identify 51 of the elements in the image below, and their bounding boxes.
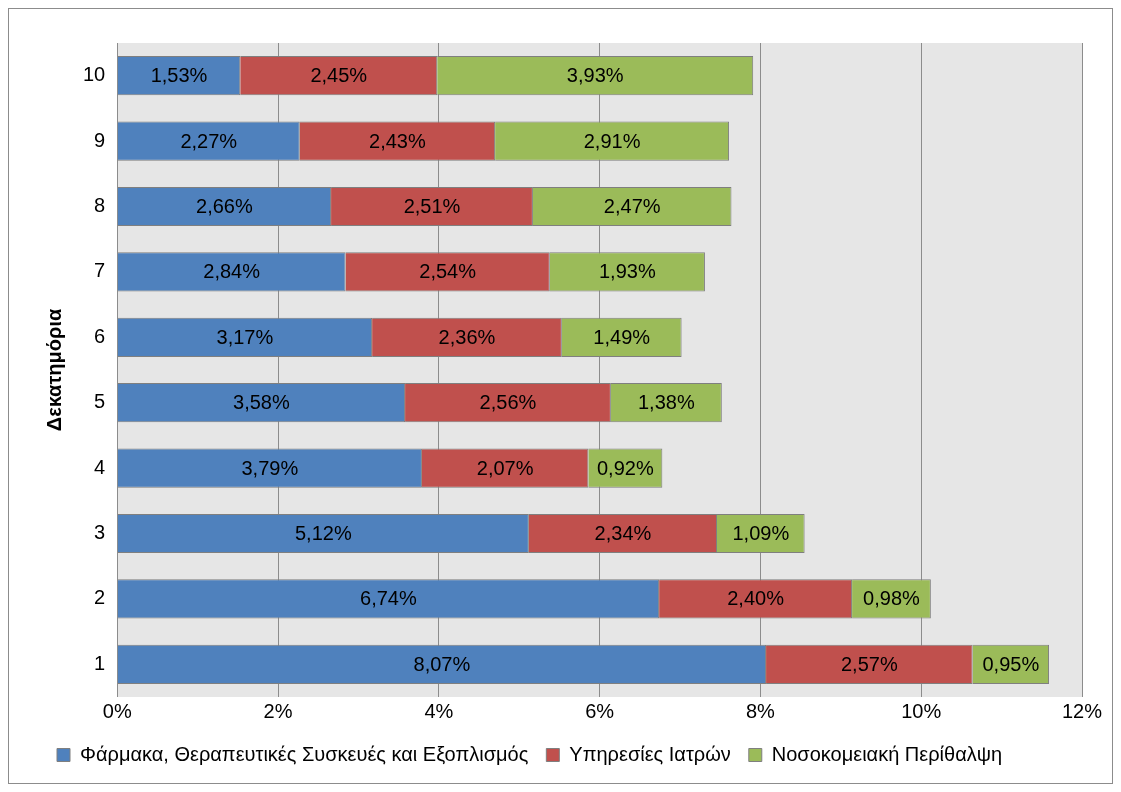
data-label: 5,12% xyxy=(294,522,352,545)
data-label: 3,58% xyxy=(233,391,290,414)
data-label: 1,38% xyxy=(637,391,695,414)
x-tick-label: 0% xyxy=(102,699,132,722)
data-label: 2,54% xyxy=(419,260,477,283)
data-label: 2,36% xyxy=(438,325,496,348)
data-label: 2,07% xyxy=(476,456,534,479)
y-tick-label: 6 xyxy=(94,324,106,347)
x-tick-label: 6% xyxy=(585,699,615,722)
data-label: 3,17% xyxy=(216,325,274,348)
data-label: 2,47% xyxy=(603,195,661,218)
legend-label: Νοσοκομειακή Περίθαλψη xyxy=(771,742,1003,765)
x-tick-label: 2% xyxy=(263,699,293,722)
data-label: 1,49% xyxy=(593,325,651,348)
data-label: 2,84% xyxy=(203,260,261,283)
data-label: 2,51% xyxy=(403,195,461,218)
x-tick-label: 4% xyxy=(424,699,454,722)
data-label: 8,07% xyxy=(413,652,471,675)
data-label: 2,45% xyxy=(310,64,368,87)
data-label: 0,92% xyxy=(596,456,654,479)
data-label: 2,56% xyxy=(479,391,537,414)
y-tick-label: 2 xyxy=(94,586,106,609)
data-label: 2,43% xyxy=(369,129,426,152)
data-label: 2,40% xyxy=(727,587,785,610)
y-tick-label: 10 xyxy=(83,63,106,86)
y-tick-label: 5 xyxy=(94,390,106,413)
data-label: 3,79% xyxy=(241,456,299,479)
x-tick-label: 8% xyxy=(745,699,776,722)
data-label: 1,53% xyxy=(150,64,208,87)
y-tick-label: 4 xyxy=(94,455,106,478)
x-tick-label: 10% xyxy=(901,699,942,722)
data-label: 2,91% xyxy=(583,129,641,152)
y-tick-label: 8 xyxy=(94,194,106,217)
data-label: 2,34% xyxy=(594,522,652,545)
legend-label: Υπηρεσίες Ιατρών xyxy=(569,742,731,765)
data-label: 2,27% xyxy=(180,129,238,152)
data-label: 2,66% xyxy=(196,195,253,218)
y-tick-label: 9 xyxy=(94,128,106,151)
data-label: 2,57% xyxy=(840,652,898,675)
data-label: 0,98% xyxy=(863,587,921,610)
y-tick-label: 7 xyxy=(94,259,106,282)
y-tick-label: 3 xyxy=(94,521,106,544)
data-label: 6,74% xyxy=(360,587,417,610)
data-label: 3,93% xyxy=(566,64,624,87)
data-label: 1,09% xyxy=(732,522,790,545)
data-label: 0,95% xyxy=(982,652,1040,675)
y-tick-label: 1 xyxy=(94,651,106,674)
data-label: 1,93% xyxy=(599,260,656,283)
x-tick-label: 12% xyxy=(1061,699,1103,722)
y-axis-title: Δεκατημόρια xyxy=(42,308,65,432)
legend-label: Φάρμακα, Θεραπευτικές Συσκευές και Εξοπλισμός xyxy=(80,742,529,765)
